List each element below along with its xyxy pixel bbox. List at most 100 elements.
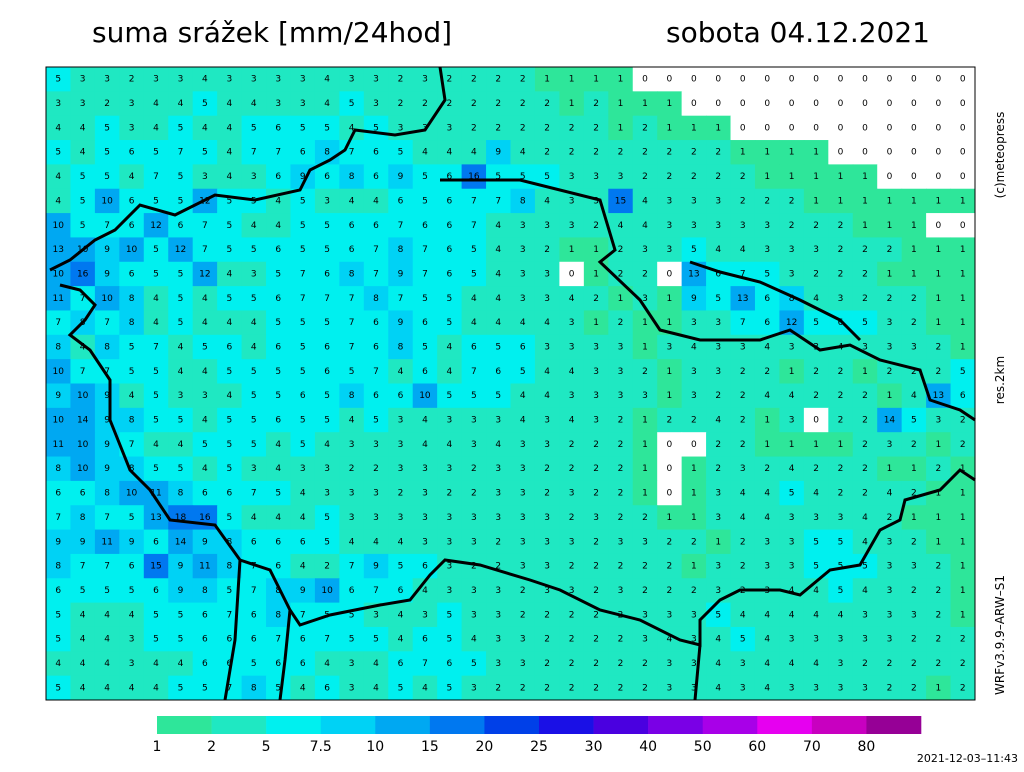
precip-value: 3 (593, 513, 599, 523)
precip-cell (657, 456, 683, 482)
precip-cell (339, 383, 365, 409)
precip-cell (657, 213, 683, 238)
precip-cell (143, 261, 169, 287)
precip-value: 7 (373, 367, 379, 377)
precip-cell (437, 237, 463, 263)
precip-value: 5 (300, 196, 306, 206)
precip-grid: 5 3 3 2 3 3 4 3 3 3 3 4 3 3 2 3 2 2 2 2 1 1 1 1 0 0 0 0 0 0 0 0 0 0 0 0 0 03 3… (46, 67, 976, 701)
precip-value: 6 (422, 318, 428, 328)
precip-cell (852, 261, 878, 287)
precip-cell (168, 505, 194, 531)
precip-cell (681, 188, 707, 214)
precip-cell (754, 359, 780, 384)
precip-cell (94, 115, 120, 141)
legend-swatch (429, 716, 485, 734)
precip-cell (803, 91, 829, 117)
precip-cell (803, 505, 829, 531)
precip-cell (119, 91, 145, 117)
precip-value: 4 (55, 659, 61, 669)
precip-value: 4 (202, 416, 208, 426)
precip-cell (290, 651, 316, 677)
precip-cell (363, 140, 389, 165)
resolution: res.2km (993, 356, 1007, 404)
precip-cell (950, 578, 976, 604)
precip-cell (681, 310, 707, 336)
precip-value: 1 (764, 416, 770, 426)
precip-value: 0 (667, 75, 673, 85)
precip-value: 6 (349, 221, 355, 231)
precip-value: 4 (642, 221, 648, 231)
precip-value: 4 (226, 318, 232, 328)
precip-value: 5 (226, 367, 232, 377)
precip-cell (290, 480, 316, 506)
precip-cell (70, 91, 96, 117)
precip-cell (754, 651, 780, 677)
precip-cell (608, 334, 634, 360)
precip-value: 1 (862, 196, 868, 206)
precip-cell (241, 261, 267, 287)
precip-value: 9 (300, 586, 306, 596)
precip-cell (241, 480, 267, 506)
precip-value: 8 (129, 464, 135, 474)
precip-value: 5 (202, 99, 208, 109)
precip-cell (119, 213, 145, 238)
precip-cell (657, 286, 683, 311)
precip-value: 3 (838, 513, 844, 523)
precip-value: 6 (275, 294, 281, 304)
precip-cell (779, 407, 805, 433)
precip-cell (779, 383, 805, 409)
precip-value: 5 (349, 610, 355, 620)
precip-cell (877, 480, 903, 506)
precip-value: 5 (544, 172, 550, 182)
precip-cell (314, 432, 340, 458)
precip-value: 3 (226, 75, 232, 85)
precip-cell (412, 505, 438, 531)
precip-cell (217, 505, 243, 531)
precip-value: 4 (398, 537, 404, 547)
precip-value: 5 (813, 537, 819, 547)
precip-value: 1 (740, 148, 746, 158)
precip-cell (730, 359, 756, 384)
precip-cell (461, 602, 487, 628)
legend-label: 20 (476, 739, 494, 755)
precip-cell (877, 626, 903, 652)
precip-value: 8 (55, 562, 61, 572)
precip-cell (657, 67, 683, 92)
precip-value: 2 (935, 610, 941, 620)
precip-cell (388, 407, 414, 433)
precip-cell (143, 213, 169, 238)
precip-value: 4 (129, 610, 135, 620)
legend-swatch (593, 716, 649, 734)
precip-cell (94, 602, 120, 628)
precip-cell (534, 626, 560, 652)
precip-value: 3 (691, 367, 697, 377)
precip-cell (510, 505, 536, 531)
precip-cell (461, 432, 487, 458)
precip-value: 3 (495, 635, 501, 645)
precip-cell (192, 626, 218, 652)
precip-cell (803, 188, 829, 214)
border (59, 283, 976, 647)
precip-value: 2 (960, 659, 966, 669)
precip-value: 12 (175, 245, 186, 255)
precip-cell (388, 432, 414, 458)
precip-value: 3 (129, 99, 135, 109)
precip-value: 14 (77, 416, 89, 426)
precip-cell (632, 480, 658, 506)
precip-cell (510, 237, 536, 263)
precip-cell (608, 456, 634, 482)
precip-cell (877, 529, 903, 555)
precip-value: 1 (667, 367, 673, 377)
precip-value: 2 (544, 464, 550, 474)
precip-value: 1 (935, 196, 941, 206)
precip-value: 0 (740, 123, 746, 133)
precip-value: 1 (935, 245, 941, 255)
precip-cell (706, 553, 732, 579)
precip-cell (339, 67, 365, 92)
precip-value: 2 (862, 659, 868, 669)
precip-cell (412, 286, 438, 311)
precip-value: 5 (373, 416, 379, 426)
precip-cell (754, 675, 780, 701)
precip-value: 1 (618, 99, 624, 109)
precip-value: 10 (321, 586, 333, 596)
